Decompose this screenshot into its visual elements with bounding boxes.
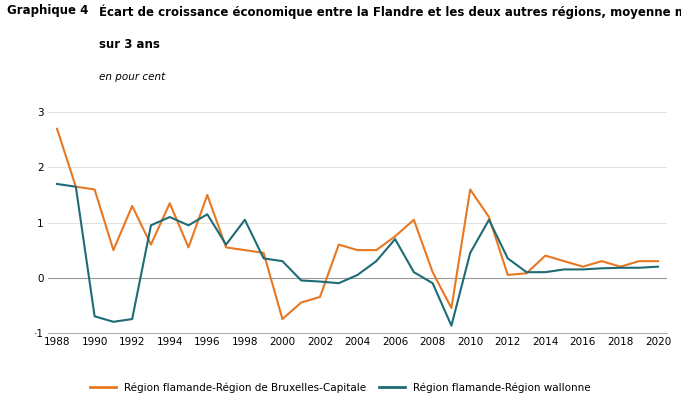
Région flamande-Région de Bruxelles-Capitale — [504, 273, 512, 277]
Région flamande-Région de Bruxelles-Capitale — [241, 248, 249, 253]
Région flamande-Région de Bruxelles-Capitale — [353, 248, 362, 253]
Région flamande-Région wallonne — [391, 237, 399, 241]
Région flamande-Région wallonne — [504, 256, 512, 261]
Région flamande-Région wallonne — [466, 251, 474, 255]
Région flamande-Région wallonne — [334, 281, 343, 286]
Région flamande-Région de Bruxelles-Capitale — [635, 259, 644, 263]
Région flamande-Région wallonne — [597, 266, 605, 271]
Text: sur 3 ans: sur 3 ans — [99, 38, 159, 51]
Région flamande-Région de Bruxelles-Capitale — [185, 245, 193, 250]
Région flamande-Région wallonne — [579, 267, 587, 272]
Région flamande-Région wallonne — [353, 273, 362, 277]
Région flamande-Région wallonne — [222, 242, 230, 247]
Région flamande-Région wallonne — [522, 270, 530, 275]
Région flamande-Région de Bruxelles-Capitale — [616, 264, 624, 269]
Région flamande-Région wallonne — [279, 259, 287, 263]
Région flamande-Région wallonne — [203, 212, 211, 217]
Région flamande-Région de Bruxelles-Capitale — [334, 242, 343, 247]
Région flamande-Région de Bruxelles-Capitale — [373, 248, 381, 253]
Région flamande-Région de Bruxelles-Capitale — [147, 242, 155, 247]
Région flamande-Région de Bruxelles-Capitale — [316, 295, 324, 300]
Région flamande-Région wallonne — [72, 184, 80, 189]
Région flamande-Région de Bruxelles-Capitale — [654, 259, 662, 263]
Région flamande-Région wallonne — [428, 281, 437, 286]
Legend: Région flamande-Région de Bruxelles-Capitale, Région flamande-Région wallonne: Région flamande-Région de Bruxelles-Capi… — [87, 379, 594, 396]
Région flamande-Région de Bruxelles-Capitale — [560, 259, 568, 263]
Région flamande-Région wallonne — [635, 265, 644, 270]
Région flamande-Région de Bruxelles-Capitale — [165, 201, 174, 206]
Région flamande-Région wallonne — [110, 319, 118, 324]
Région flamande-Région de Bruxelles-Capitale — [428, 270, 437, 275]
Région flamande-Région wallonne — [185, 223, 193, 228]
Région flamande-Région wallonne — [447, 323, 456, 328]
Région flamande-Région de Bruxelles-Capitale — [222, 245, 230, 250]
Région flamande-Région wallonne — [316, 279, 324, 284]
Région flamande-Région de Bruxelles-Capitale — [110, 248, 118, 253]
Région flamande-Région de Bruxelles-Capitale — [391, 234, 399, 239]
Région flamande-Région de Bruxelles-Capitale — [203, 192, 211, 197]
Région flamande-Région de Bruxelles-Capitale — [72, 184, 80, 189]
Région flamande-Région de Bruxelles-Capitale — [541, 253, 550, 258]
Région flamande-Région de Bruxelles-Capitale — [279, 317, 287, 322]
Région flamande-Région wallonne — [91, 314, 99, 319]
Région flamande-Région de Bruxelles-Capitale — [410, 217, 418, 222]
Région flamande-Région de Bruxelles-Capitale — [466, 187, 474, 192]
Région flamande-Région de Bruxelles-Capitale — [297, 300, 305, 305]
Région flamande-Région de Bruxelles-Capitale — [128, 204, 136, 209]
Région flamande-Région wallonne — [485, 217, 493, 222]
Line: Région flamande-Région wallonne: Région flamande-Région wallonne — [57, 184, 658, 326]
Région flamande-Région de Bruxelles-Capitale — [259, 251, 268, 255]
Line: Région flamande-Région de Bruxelles-Capitale: Région flamande-Région de Bruxelles-Capi… — [57, 129, 658, 319]
Région flamande-Région wallonne — [259, 256, 268, 261]
Région flamande-Région de Bruxelles-Capitale — [597, 259, 605, 263]
Région flamande-Région wallonne — [410, 270, 418, 275]
Région flamande-Région wallonne — [560, 267, 568, 272]
Text: Écart de croissance économique entre la Flandre et les deux autres régions, moye: Écart de croissance économique entre la … — [99, 4, 681, 18]
Région flamande-Région wallonne — [165, 215, 174, 219]
Région flamande-Région wallonne — [53, 182, 61, 186]
Text: Graphique 4: Graphique 4 — [7, 4, 88, 17]
Région flamande-Région wallonne — [297, 278, 305, 283]
Région flamande-Région de Bruxelles-Capitale — [522, 271, 530, 276]
Région flamande-Région wallonne — [541, 270, 550, 275]
Région flamande-Région wallonne — [616, 265, 624, 270]
Région flamande-Région de Bruxelles-Capitale — [53, 126, 61, 131]
Région flamande-Région wallonne — [241, 217, 249, 222]
Région flamande-Région wallonne — [654, 264, 662, 269]
Région flamande-Région de Bruxelles-Capitale — [91, 187, 99, 192]
Région flamande-Région de Bruxelles-Capitale — [485, 215, 493, 219]
Text: en pour cent: en pour cent — [99, 72, 165, 82]
Région flamande-Région wallonne — [147, 223, 155, 228]
Région flamande-Région wallonne — [128, 317, 136, 322]
Région flamande-Région de Bruxelles-Capitale — [447, 306, 456, 310]
Région flamande-Région de Bruxelles-Capitale — [579, 264, 587, 269]
Région flamande-Région wallonne — [373, 259, 381, 263]
